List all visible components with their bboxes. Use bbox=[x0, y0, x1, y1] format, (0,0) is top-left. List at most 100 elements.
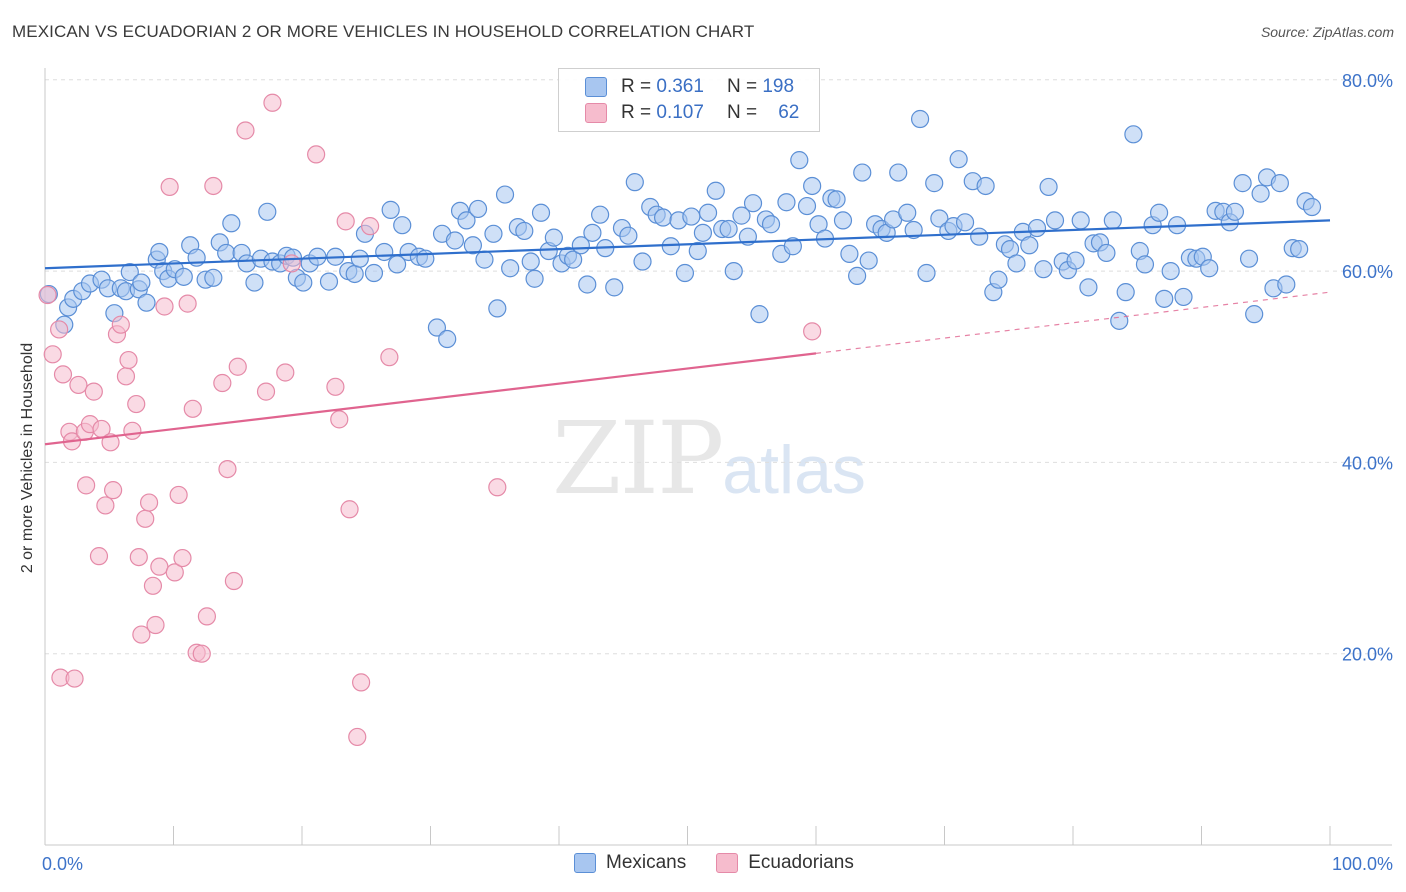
mexican-point bbox=[1116, 283, 1135, 302]
y-tick-label: 80.0% bbox=[1342, 71, 1393, 91]
ecuadorian-point bbox=[116, 367, 136, 386]
ecuadorian-point bbox=[53, 365, 73, 384]
mexican-point bbox=[381, 200, 400, 219]
ecuadorian-point bbox=[256, 382, 276, 401]
mexican-point bbox=[797, 196, 817, 216]
mexican-point bbox=[848, 266, 867, 285]
legend-item-ecuadorians: Ecuadorians bbox=[716, 852, 854, 874]
y-axis-label: 2 or more Vehicles in Household bbox=[19, 342, 36, 574]
mexican-point bbox=[1277, 275, 1296, 294]
ecuadorian-point bbox=[488, 478, 507, 497]
r-value-mexicans: 0.361 bbox=[656, 76, 704, 97]
legend-label-mexicans: Mexicans bbox=[606, 852, 687, 873]
y-tick-label: 40.0% bbox=[1342, 453, 1393, 473]
mexican-point bbox=[501, 259, 520, 278]
ecuadorian-point bbox=[204, 176, 223, 196]
ecuadorian-point bbox=[352, 673, 371, 692]
mexican-point bbox=[688, 241, 707, 261]
mexican-point bbox=[777, 193, 796, 212]
mexican-point bbox=[245, 273, 264, 292]
n-value-mexicans: 198 bbox=[762, 76, 795, 97]
mexican-point bbox=[174, 267, 193, 286]
mexican-point bbox=[840, 244, 859, 263]
mexican-point bbox=[463, 236, 483, 255]
ecuadorian-point bbox=[65, 669, 84, 688]
mexican-point bbox=[564, 250, 583, 269]
mexican-point bbox=[1270, 174, 1289, 193]
n-label: N = bbox=[726, 102, 758, 123]
ecuadorian-point bbox=[173, 548, 192, 568]
mexican-point bbox=[1149, 203, 1169, 222]
ecuadorian-point bbox=[228, 357, 247, 376]
x-tick-label-min: 0.0% bbox=[42, 854, 83, 874]
mexican-point bbox=[137, 293, 156, 312]
mexican-point bbox=[605, 278, 624, 297]
mexican-point bbox=[1045, 211, 1065, 230]
ecuadorian-trend-extension bbox=[815, 291, 1331, 354]
ecuadorian-point bbox=[263, 93, 282, 112]
mexican-point bbox=[682, 207, 701, 226]
mexican-point bbox=[619, 226, 638, 245]
r-value-ecuadorians: 0.107 bbox=[656, 102, 704, 123]
ecuadorian-point bbox=[169, 485, 188, 505]
series-legend: Mexicans Ecuadorians bbox=[574, 852, 884, 874]
mexican-point bbox=[294, 273, 313, 292]
mexican-point bbox=[1007, 254, 1026, 273]
mexican-point bbox=[633, 252, 652, 271]
mexican-point bbox=[1161, 262, 1180, 281]
mexican-point bbox=[319, 272, 339, 291]
mexican-point bbox=[416, 249, 435, 268]
mexican-point bbox=[445, 231, 465, 250]
mexican-point bbox=[833, 211, 853, 230]
n-label: N = bbox=[726, 76, 758, 97]
correlation-legend: R = 0.361 N = 198 R = 0.107 N = 62 bbox=[558, 68, 820, 132]
ecuadorian-point bbox=[129, 547, 148, 567]
mexican-point bbox=[1200, 259, 1219, 278]
pink-swatch-icon bbox=[716, 853, 739, 873]
mexican-point bbox=[1110, 311, 1129, 330]
ecuadorian-point bbox=[213, 373, 232, 393]
mexican-point bbox=[438, 329, 457, 349]
mexican-point bbox=[904, 220, 923, 240]
ecuadorian-point bbox=[50, 320, 69, 339]
mexican-point bbox=[345, 264, 364, 284]
watermark-atlas: atlas bbox=[722, 432, 866, 508]
ecuadorian-point bbox=[43, 345, 62, 364]
mexican-point bbox=[488, 299, 507, 318]
mexican-point bbox=[1302, 197, 1322, 217]
mexican-point bbox=[653, 208, 673, 227]
mexican-point bbox=[1239, 249, 1259, 268]
mexican-point bbox=[515, 221, 534, 241]
ecuadorian-point bbox=[119, 350, 138, 370]
mexican-point bbox=[827, 190, 846, 209]
ecuadorian-point bbox=[77, 476, 96, 495]
ecuadorian-point bbox=[282, 254, 301, 273]
mexican-point bbox=[544, 228, 563, 247]
chart-title: MEXICAN VS ECUADORIAN 2 OR MORE VEHICLES… bbox=[12, 22, 755, 41]
mexican-point bbox=[1097, 243, 1116, 263]
ecuadorian-point bbox=[150, 557, 169, 576]
ecuadorian-point bbox=[326, 377, 345, 396]
ecuadorian-point bbox=[155, 297, 174, 316]
mexican-point bbox=[1233, 174, 1252, 193]
mexican-point bbox=[955, 213, 975, 232]
mexican-point bbox=[1020, 236, 1039, 255]
mexican-point bbox=[521, 252, 540, 271]
ecuadorian-point bbox=[218, 459, 237, 479]
ecuadorian-point bbox=[123, 421, 142, 440]
mexican-point bbox=[468, 199, 488, 219]
ecuadorian-point bbox=[146, 615, 165, 635]
mexican-point bbox=[1251, 184, 1270, 203]
mexican-point bbox=[743, 194, 763, 213]
mexican-point bbox=[132, 273, 151, 292]
ecuadorian-point bbox=[160, 177, 179, 197]
x-tick-label-max: 100.0% bbox=[1332, 854, 1393, 874]
ecuadorian-point bbox=[143, 576, 163, 595]
ecuadorian-point bbox=[361, 217, 380, 236]
mexican-point bbox=[750, 305, 769, 324]
mexican-point bbox=[427, 318, 447, 337]
mexican-point bbox=[531, 203, 551, 222]
mexican-point bbox=[1079, 278, 1098, 297]
n-value-ecuadorians: 62 bbox=[778, 102, 800, 123]
